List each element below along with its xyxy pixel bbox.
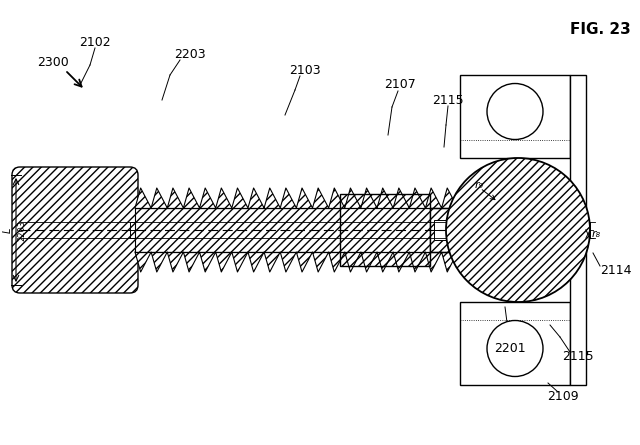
Bar (135, 208, 490, 252)
Polygon shape (135, 252, 490, 272)
Bar (130, 230, 135, 238)
Bar (430, 208, 458, 252)
Text: 2107: 2107 (384, 78, 416, 92)
Bar (340, 194, 430, 266)
Text: FIG. 23: FIG. 23 (570, 23, 630, 37)
Bar (458, 222, 590, 230)
Circle shape (487, 84, 543, 139)
Text: 2203: 2203 (17, 219, 26, 241)
Bar (460, 302, 570, 385)
Polygon shape (135, 188, 490, 208)
Bar (458, 230, 590, 238)
Text: 2103: 2103 (289, 64, 321, 77)
Bar (430, 208, 458, 252)
Bar (460, 75, 570, 158)
Text: 2114: 2114 (600, 263, 632, 276)
Text: L: L (3, 227, 13, 233)
Text: 2300: 2300 (37, 56, 69, 69)
Text: 2109: 2109 (547, 391, 579, 404)
Text: r₈: r₈ (592, 229, 601, 239)
Bar (135, 208, 490, 252)
Bar (130, 230, 135, 238)
Text: 2203: 2203 (174, 49, 206, 61)
Bar (130, 222, 135, 230)
Circle shape (446, 158, 590, 302)
Bar (570, 75, 586, 385)
Text: 2115: 2115 (432, 93, 464, 106)
Circle shape (487, 320, 543, 376)
Text: 2102: 2102 (79, 36, 111, 49)
Bar (458, 222, 590, 230)
Bar (130, 222, 135, 230)
Bar (340, 194, 430, 266)
Text: 2201: 2201 (494, 343, 526, 356)
Text: r₉: r₉ (475, 180, 484, 190)
Text: 2115: 2115 (562, 351, 594, 364)
FancyBboxPatch shape (12, 167, 138, 293)
Bar (434, 220, 448, 230)
Bar (434, 230, 448, 240)
Bar (458, 230, 590, 238)
